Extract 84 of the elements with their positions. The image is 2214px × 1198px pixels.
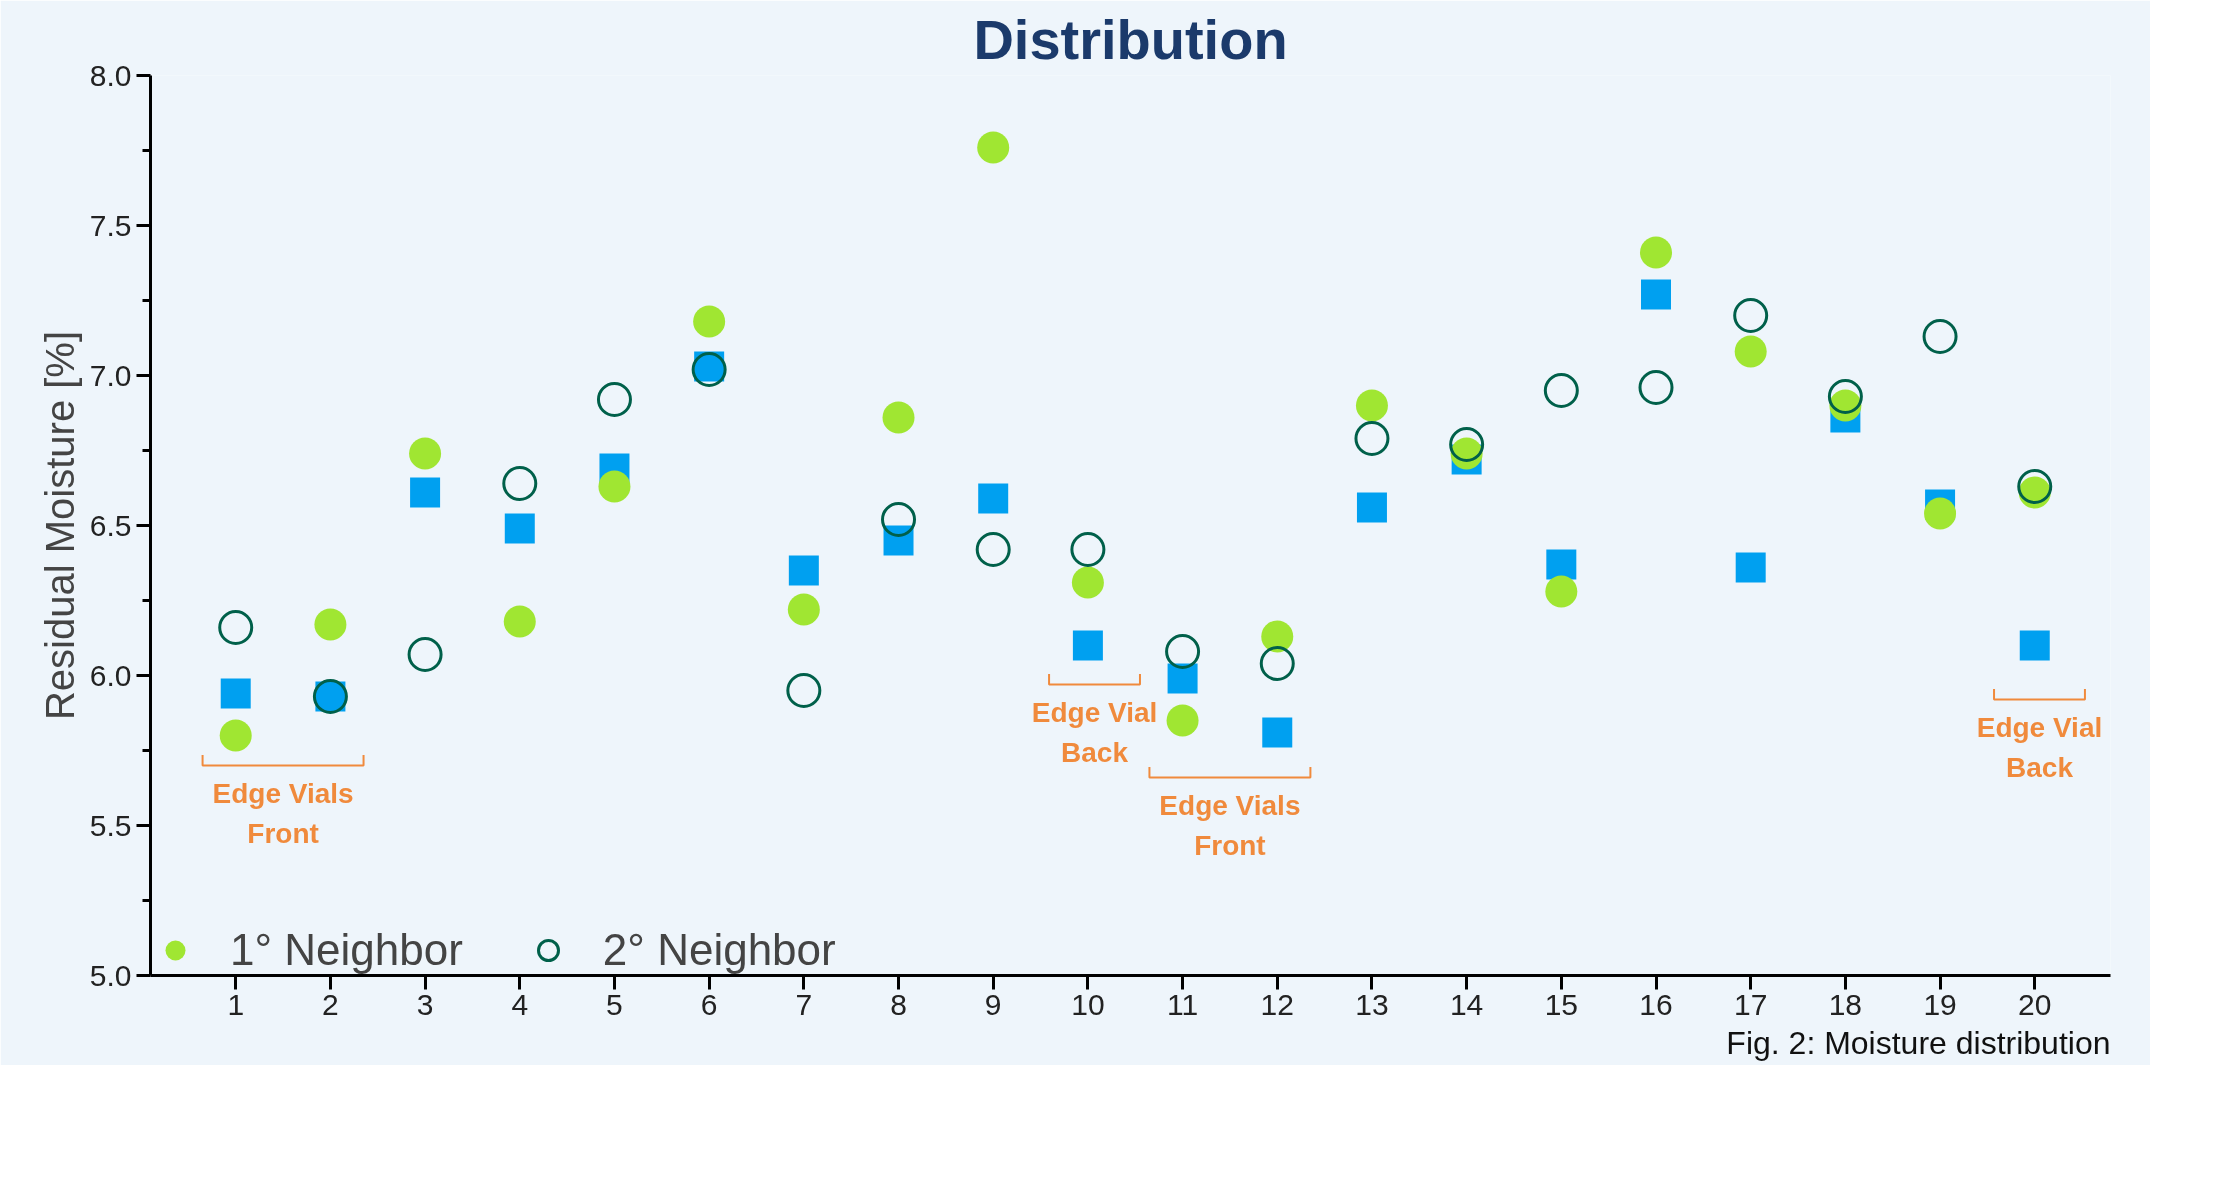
point	[504, 513, 535, 544]
point	[220, 678, 251, 709]
point	[596, 382, 632, 417]
point	[409, 437, 442, 470]
point	[1735, 552, 1766, 583]
y-tick-label: 6.5	[89, 508, 132, 542]
legend-label: 2° Neighbor	[602, 925, 836, 975]
point	[1165, 634, 1201, 669]
point	[1356, 492, 1387, 523]
annotation: Edge Vial Back	[1031, 696, 1158, 768]
y-tick-label: 5.0	[89, 958, 132, 992]
point	[219, 719, 252, 752]
point	[788, 555, 819, 586]
point	[1449, 427, 1485, 462]
point	[1354, 421, 1390, 456]
annotation: Edge Vials Front	[212, 777, 354, 849]
x-tick-label: 1	[227, 987, 245, 1021]
x-tick-label: 9	[984, 987, 1002, 1021]
x-tick-label: 13	[1355, 987, 1389, 1021]
x-tick-label: 17	[1734, 987, 1768, 1021]
annotation: Edge Vial Back	[1976, 711, 2103, 783]
point	[1827, 379, 1863, 414]
point	[1640, 236, 1673, 269]
point	[1166, 704, 1199, 737]
point	[693, 305, 726, 338]
point	[2017, 469, 2053, 504]
y-axis-title: Residual Moisture [%]	[37, 330, 82, 721]
legend-label: 1° Neighbor	[230, 925, 463, 975]
point	[1070, 532, 1106, 567]
x-tick-label: 2	[322, 987, 339, 1021]
x-tick-label: 5	[606, 987, 623, 1021]
point	[1072, 630, 1103, 661]
point	[882, 401, 915, 434]
x-tick-label: 8	[890, 987, 907, 1021]
point	[1259, 646, 1295, 681]
x-tick-label: 6	[700, 987, 718, 1021]
point	[881, 502, 917, 537]
point	[1546, 549, 1577, 580]
x-tick-label: 15	[1544, 987, 1579, 1021]
y-tick-label: 8.0	[89, 58, 132, 92]
point	[977, 131, 1010, 164]
point	[978, 483, 1009, 514]
point	[598, 470, 631, 503]
point	[1262, 717, 1293, 748]
y-tick-label: 5.5	[89, 808, 132, 842]
x-tick-label: 7	[795, 987, 813, 1021]
x-tick-label: 19	[1923, 987, 1957, 1021]
point	[786, 673, 822, 708]
point	[1545, 575, 1578, 608]
point	[407, 637, 443, 672]
point	[787, 593, 820, 626]
caption: Fig. 2: Moisture distribution	[1726, 1024, 2111, 1061]
y-tick-label: 7.5	[89, 208, 132, 242]
x-tick-label: 11	[1167, 987, 1199, 1021]
chart-title: Distribution	[973, 7, 1288, 71]
point	[1355, 389, 1388, 422]
point	[502, 466, 538, 501]
point	[314, 608, 347, 641]
point	[1638, 370, 1674, 405]
point	[2019, 630, 2050, 661]
point	[975, 532, 1011, 567]
point	[218, 610, 254, 645]
x-tick-label: 16	[1639, 987, 1673, 1021]
y-tick-label: 7.0	[89, 358, 132, 392]
point	[1071, 566, 1104, 599]
point	[1641, 279, 1672, 310]
point	[1922, 319, 1958, 354]
x-tick-label: 3	[416, 987, 434, 1021]
y-tick-label: 6.0	[89, 658, 132, 692]
point	[1261, 620, 1294, 653]
point	[410, 477, 441, 508]
point	[503, 605, 536, 638]
annotation: Edge Vials Front	[1159, 789, 1301, 861]
point	[1734, 335, 1767, 368]
x-tick-label: 4	[511, 987, 529, 1021]
point	[1167, 663, 1198, 694]
x-tick-label: 10	[1071, 987, 1105, 1021]
point	[1924, 497, 1957, 530]
point	[1543, 373, 1579, 408]
x-tick-label: 18	[1828, 987, 1863, 1021]
x-tick-label: 14	[1449, 987, 1484, 1021]
x-tick-label: 20	[2018, 987, 2052, 1021]
point	[1733, 298, 1769, 333]
x-tick-label: 12	[1260, 987, 1294, 1021]
